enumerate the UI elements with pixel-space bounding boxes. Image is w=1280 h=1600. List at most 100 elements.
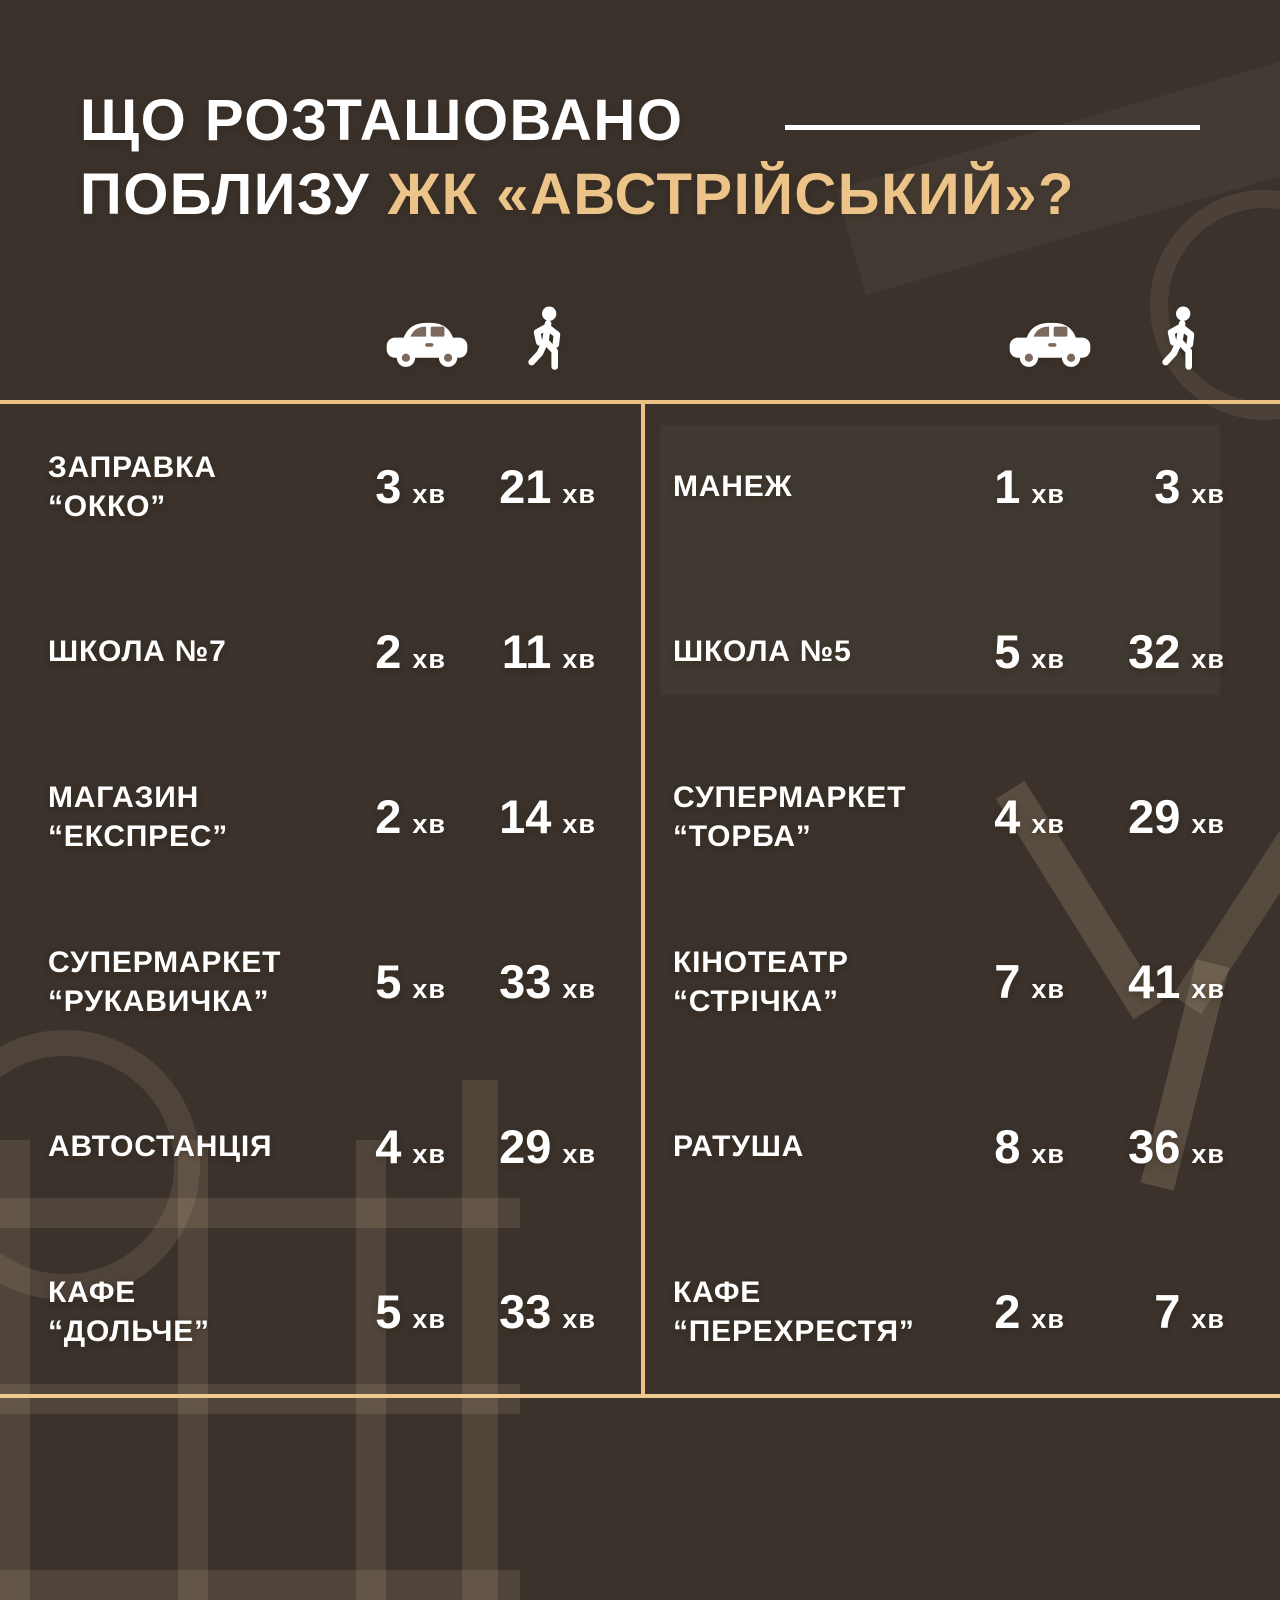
walk-time: 33 хв: [446, 954, 596, 1009]
car-time-value: 7: [994, 955, 1021, 1008]
time-unit: хв: [1031, 809, 1065, 839]
time-unit: хв: [1191, 644, 1225, 674]
table-row: СУПЕРМАРКЕТ “ТОРБА” 4 хв 29 хв: [645, 734, 1280, 899]
time-unit: хв: [1031, 974, 1065, 1004]
car-time: 5 хв: [331, 1284, 446, 1339]
walk-time: 41 хв: [1065, 954, 1225, 1009]
table-row: МАГАЗИН “ЕКСПРЕС” 2 хв 14 хв: [0, 734, 641, 899]
walk-time-value: 21: [499, 460, 552, 513]
walk-time: 11 хв: [446, 624, 596, 679]
time-unit: хв: [562, 1139, 596, 1169]
place-name: ШКОЛА №7: [48, 635, 227, 668]
place-name: КІНОТЕАТР “СТРІЧКА”: [673, 945, 849, 1018]
time-unit: хв: [412, 1304, 446, 1334]
time-unit: хв: [562, 644, 596, 674]
walk-time: 21 хв: [446, 459, 596, 514]
time-unit: хв: [1031, 644, 1065, 674]
car-time-value: 2: [375, 625, 402, 678]
walk-time: 33 хв: [446, 1284, 596, 1339]
table-row: АВТОСТАНЦІЯ 4 хв 29 хв: [0, 1064, 641, 1229]
time-unit: хв: [1191, 809, 1225, 839]
car-time-value: 4: [994, 790, 1021, 843]
place-name: КАФЕ “ДОЛЬЧЕ”: [48, 1275, 210, 1348]
time-unit: хв: [412, 1139, 446, 1169]
walk-time: 29 хв: [446, 1119, 596, 1174]
table-column-right: МАНЕЖ 1 хв 3 хв ШКОЛА №5 5 хв 32 хв СУПЕ…: [641, 404, 1280, 1394]
time-unit: хв: [1191, 1139, 1225, 1169]
time-unit: хв: [1031, 1304, 1065, 1334]
table-row: ШКОЛА №5 5 хв 32 хв: [645, 569, 1280, 734]
car-time: 2 хв: [950, 1284, 1065, 1339]
car-time: 1 хв: [950, 459, 1065, 514]
table-row: КІНОТЕАТР “СТРІЧКА” 7 хв 41 хв: [645, 899, 1280, 1064]
car-time-value: 5: [375, 1285, 402, 1338]
car-time: 5 хв: [331, 954, 446, 1009]
walk-time-value: 32: [1128, 625, 1181, 678]
title-line2-prefix: ПОБЛИЗУ: [80, 162, 371, 227]
car-time-value: 2: [994, 1285, 1021, 1338]
table-column-left: ЗАПРАВКА “ОККО” 3 хв 21 хв ШКОЛА №7 2 хв …: [0, 404, 641, 1394]
time-unit: хв: [1191, 479, 1225, 509]
pedestrian-icon: [1162, 306, 1200, 372]
walk-time-value: 29: [499, 1120, 552, 1173]
place-name: РАТУША: [673, 1130, 805, 1163]
table-row: РАТУША 8 хв 36 хв: [645, 1064, 1280, 1229]
place-name: СУПЕРМАРКЕТ “РУКАВИЧКА”: [48, 945, 282, 1018]
table-row: ШКОЛА №7 2 хв 11 хв: [0, 569, 641, 734]
car-time: 4 хв: [950, 789, 1065, 844]
pedestrian-icon: [528, 306, 566, 372]
walk-time: 32 хв: [1065, 624, 1225, 679]
time-unit: хв: [412, 974, 446, 1004]
title-decor-line: [785, 125, 1200, 130]
time-unit: хв: [412, 644, 446, 674]
travel-times-table: ЗАПРАВКА “ОККО” 3 хв 21 хв ШКОЛА №7 2 хв …: [0, 400, 1280, 1398]
time-unit: хв: [412, 809, 446, 839]
walk-time-value: 33: [499, 1285, 552, 1338]
walk-time-value: 33: [499, 955, 552, 1008]
map-ring-decoration: [1150, 190, 1280, 420]
time-unit: хв: [412, 479, 446, 509]
walk-time: 3 хв: [1065, 459, 1225, 514]
car-time: 4 хв: [331, 1119, 446, 1174]
car-time: 3 хв: [331, 459, 446, 514]
time-unit: хв: [1031, 1139, 1065, 1169]
car-time-value: 2: [375, 790, 402, 843]
table-row: ЗАПРАВКА “ОККО” 3 хв 21 хв: [0, 404, 641, 569]
table-row: КАФЕ “ПЕРЕХРЕСТЯ” 2 хв 7 хв: [645, 1229, 1280, 1394]
car-time-value: 5: [375, 955, 402, 1008]
walk-time: 7 хв: [1065, 1284, 1225, 1339]
title-line2-highlight: ЖК «АВСТРІЙСЬКИЙ»?: [387, 162, 1075, 227]
car-time: 8 хв: [950, 1119, 1065, 1174]
walk-time-value: 14: [499, 790, 552, 843]
car-time: 2 хв: [331, 789, 446, 844]
place-name: АВТОСТАНЦІЯ: [48, 1130, 273, 1163]
car-time-value: 3: [375, 460, 402, 513]
table-row: СУПЕРМАРКЕТ “РУКАВИЧКА” 5 хв 33 хв: [0, 899, 641, 1064]
place-name: МАНЕЖ: [673, 470, 793, 503]
table-row: МАНЕЖ 1 хв 3 хв: [645, 404, 1280, 569]
page-title: ЩО РОЗТАШОВАНО ПОБЛИЗУ ЖК «АВСТРІЙСЬКИЙ»…: [80, 84, 1075, 232]
walk-time-value: 36: [1128, 1120, 1181, 1173]
table-row: КАФЕ “ДОЛЬЧЕ” 5 хв 33 хв: [0, 1229, 641, 1394]
time-unit: хв: [562, 1304, 596, 1334]
time-unit: хв: [562, 479, 596, 509]
walk-time-value: 11: [501, 625, 552, 678]
walk-time-value: 41: [1128, 955, 1181, 1008]
walk-time-value: 29: [1128, 790, 1181, 843]
car-time: 7 хв: [950, 954, 1065, 1009]
time-unit: хв: [1191, 1304, 1225, 1334]
car-time-value: 4: [375, 1120, 402, 1173]
car-icon: [1006, 316, 1094, 372]
place-name: КАФЕ “ПЕРЕХРЕСТЯ”: [673, 1275, 915, 1348]
place-name: ШКОЛА №5: [673, 635, 852, 668]
title-line1: ЩО РОЗТАШОВАНО: [80, 88, 684, 153]
walk-time: 14 хв: [446, 789, 596, 844]
place-name: ЗАПРАВКА “ОККО”: [48, 450, 217, 523]
time-unit: хв: [562, 809, 596, 839]
car-time-value: 1: [994, 460, 1021, 513]
time-unit: хв: [1191, 974, 1225, 1004]
walk-time: 29 хв: [1065, 789, 1225, 844]
time-unit: хв: [1031, 479, 1065, 509]
place-name: СУПЕРМАРКЕТ “ТОРБА”: [673, 780, 907, 853]
